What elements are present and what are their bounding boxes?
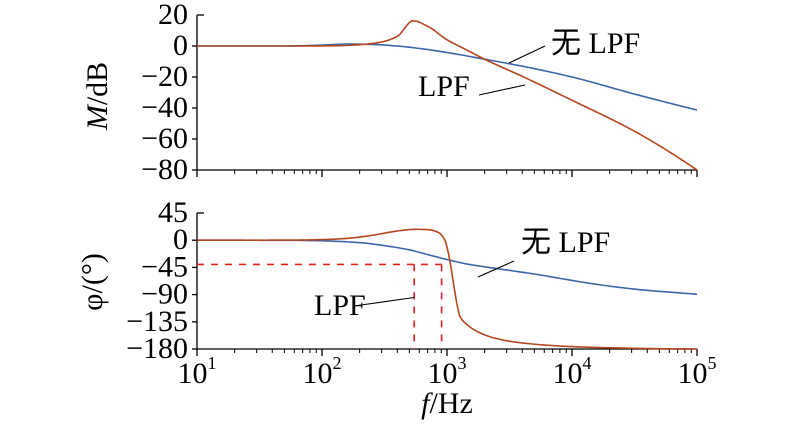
svg-text:−60: −60 bbox=[141, 122, 188, 155]
svg-text:LPF: LPF bbox=[314, 289, 366, 322]
svg-text:LPF: LPF bbox=[418, 70, 470, 103]
svg-text:M/dB: M/dB bbox=[81, 62, 114, 131]
svg-text:无 LPF: 无 LPF bbox=[551, 27, 640, 60]
svg-text:−20: −20 bbox=[141, 60, 188, 93]
svg-text:f/Hz: f/Hz bbox=[421, 387, 473, 420]
svg-text:20: 20 bbox=[158, 0, 188, 31]
svg-text:−80: −80 bbox=[141, 153, 188, 186]
svg-text:无 LPF: 无 LPF bbox=[521, 226, 610, 259]
svg-text:−40: −40 bbox=[141, 91, 188, 124]
svg-text:0: 0 bbox=[173, 29, 188, 62]
svg-text:φ/(°): φ/(°) bbox=[76, 253, 109, 311]
